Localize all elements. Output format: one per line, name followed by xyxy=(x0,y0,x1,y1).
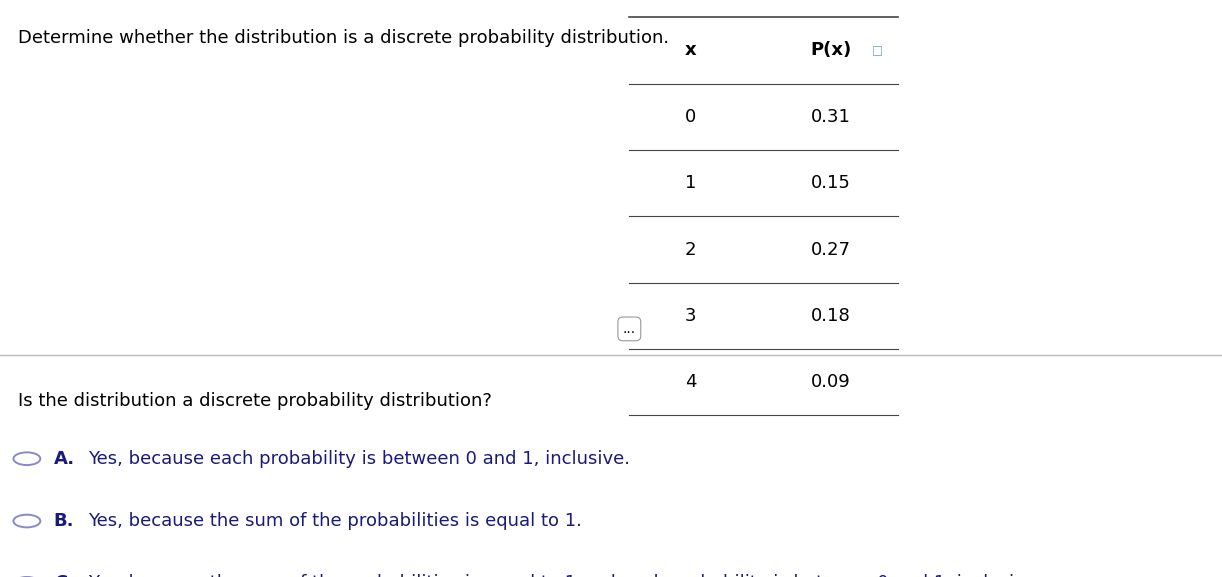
Text: Yes, because the sum of the probabilities is equal to 1 and each probability is : Yes, because the sum of the probabilitie… xyxy=(88,574,1041,577)
Text: 1: 1 xyxy=(684,174,697,192)
Text: Is the distribution a discrete probability distribution?: Is the distribution a discrete probabili… xyxy=(18,392,492,410)
Text: x: x xyxy=(684,42,697,59)
Text: P(x): P(x) xyxy=(810,42,852,59)
Text: 0.18: 0.18 xyxy=(811,307,851,325)
Text: 0.15: 0.15 xyxy=(811,174,851,192)
Text: C.: C. xyxy=(54,574,73,577)
Text: 0.09: 0.09 xyxy=(811,373,851,391)
Text: B.: B. xyxy=(54,512,75,530)
Text: 3: 3 xyxy=(684,307,697,325)
Text: ...: ... xyxy=(623,322,635,336)
Text: 0.27: 0.27 xyxy=(811,241,851,258)
Text: 0.31: 0.31 xyxy=(811,108,851,126)
Text: □: □ xyxy=(871,44,884,57)
Text: 0: 0 xyxy=(684,108,697,126)
Text: 4: 4 xyxy=(684,373,697,391)
Text: Determine whether the distribution is a discrete probability distribution.: Determine whether the distribution is a … xyxy=(18,29,670,47)
Circle shape xyxy=(13,515,40,527)
Text: 2: 2 xyxy=(684,241,697,258)
Text: Yes, because the sum of the probabilities is equal to 1.: Yes, because the sum of the probabilitie… xyxy=(88,512,582,530)
Text: Yes, because each probability is between 0 and 1, inclusive.: Yes, because each probability is between… xyxy=(88,449,631,468)
Circle shape xyxy=(13,452,40,465)
Text: A.: A. xyxy=(54,449,75,468)
